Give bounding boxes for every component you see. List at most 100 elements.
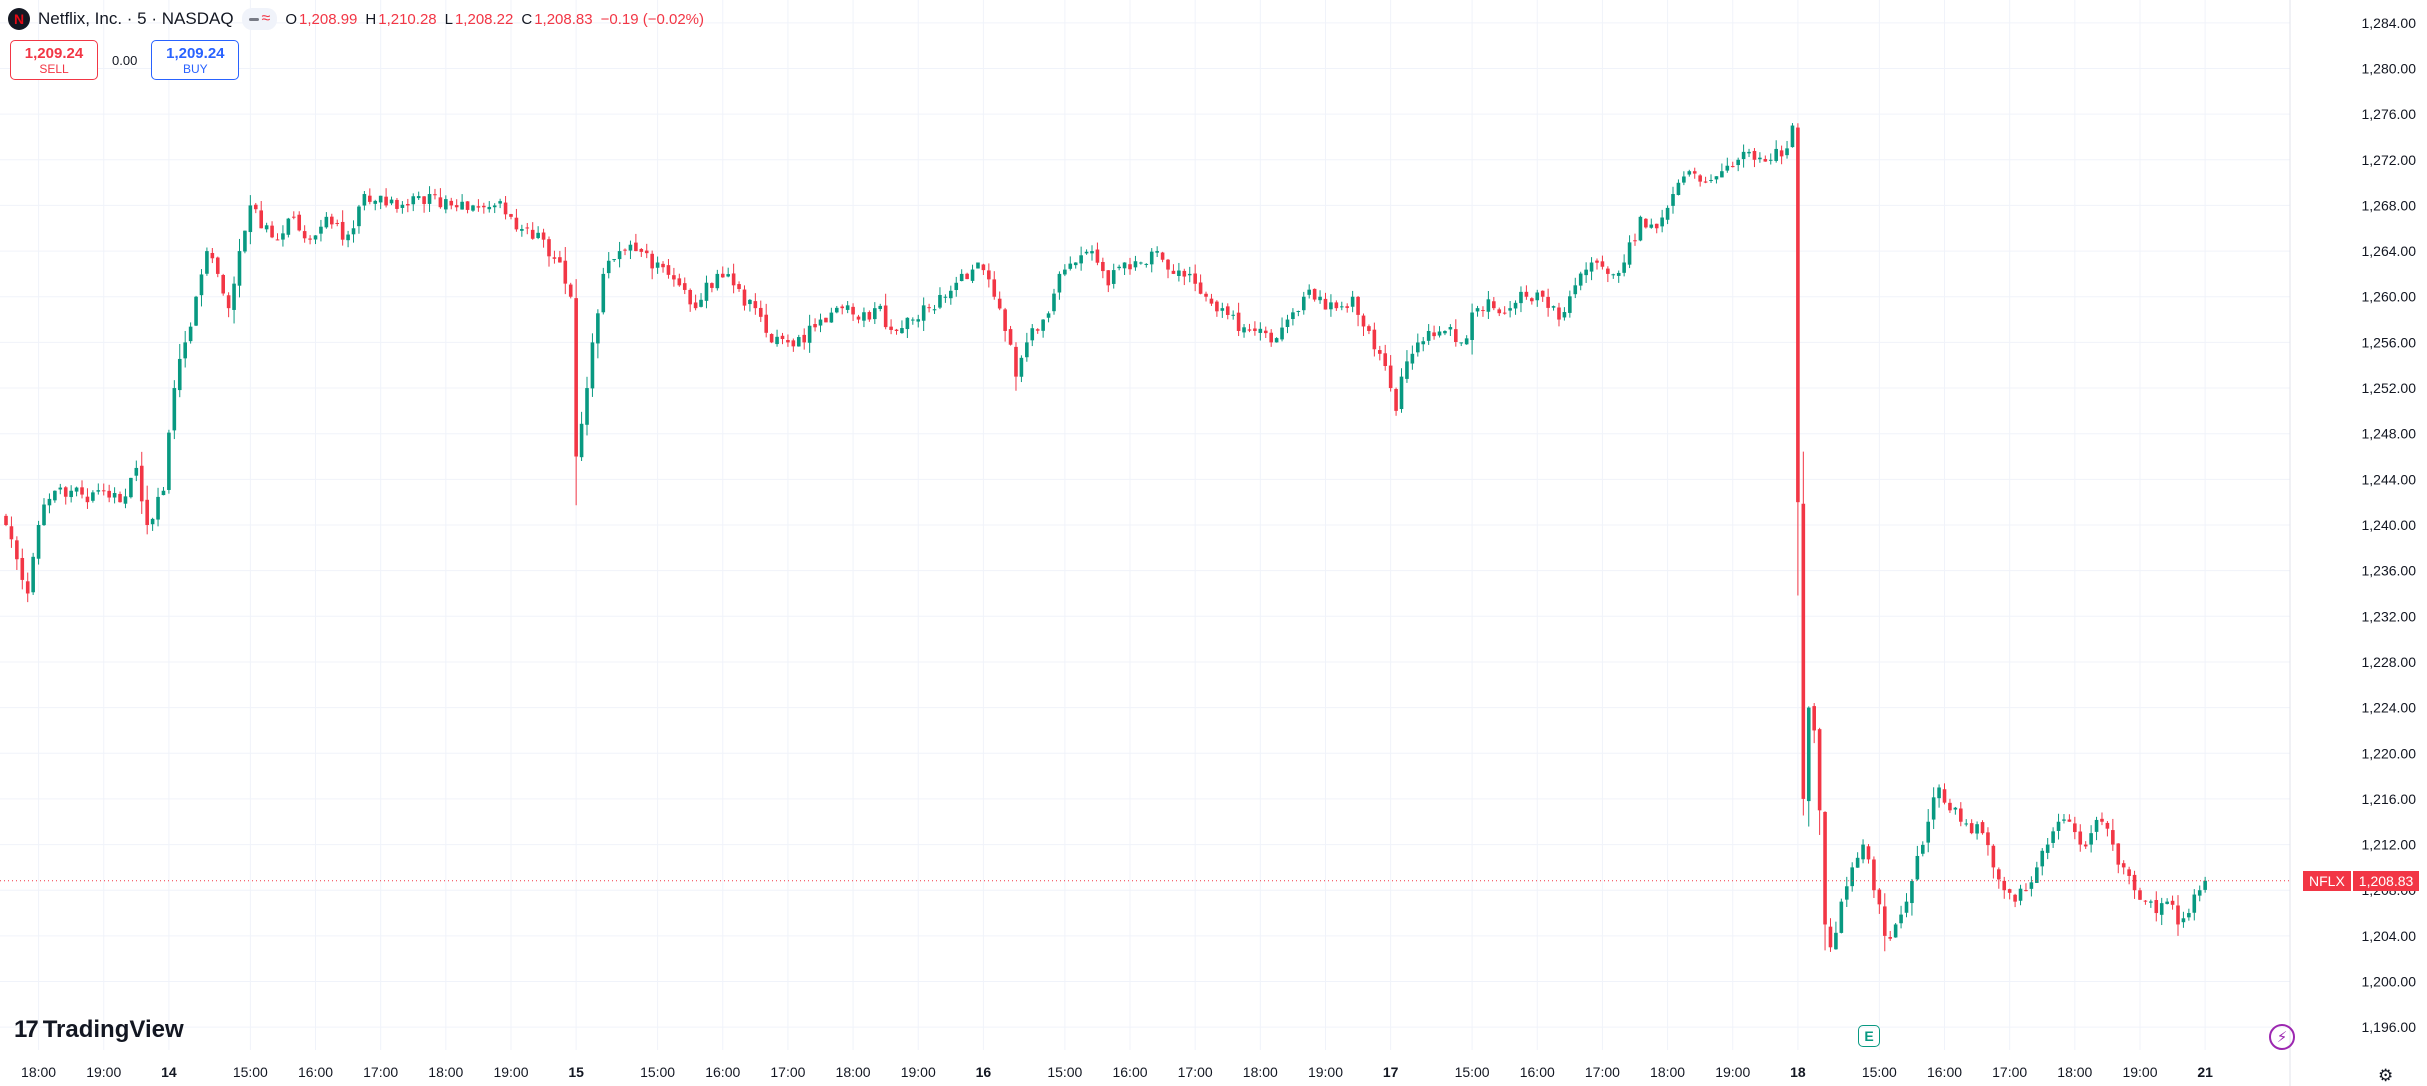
candle-body: [1627, 242, 1632, 265]
candle-body: [1454, 329, 1458, 342]
candle-body: [753, 301, 758, 309]
candle-body: [1437, 331, 1442, 336]
candle-body: [406, 204, 410, 206]
candle-body: [313, 235, 318, 240]
candle-body: [563, 260, 568, 284]
candle-body: [1014, 346, 1018, 377]
candle-body: [813, 324, 817, 328]
candle-body: [286, 218, 291, 235]
candle-body: [1367, 326, 1371, 331]
candle-body: [1980, 822, 1985, 834]
candle-body: [15, 540, 19, 560]
candle-body: [623, 249, 627, 251]
candle-body: [1834, 932, 1838, 950]
candle-body: [1530, 298, 1534, 302]
candle-body: [2007, 889, 2012, 893]
x-tick-label: 17:00: [1585, 1064, 1620, 1080]
candle-body: [1274, 338, 1279, 343]
candle-body: [791, 340, 796, 347]
x-tick-label: 18:00: [2057, 1064, 2092, 1080]
candle-body: [2089, 833, 2093, 845]
candle-body: [1790, 125, 1795, 148]
candle-body: [2197, 890, 2202, 896]
candle-body: [139, 465, 144, 502]
candle-body: [2056, 821, 2061, 831]
candle-body: [357, 206, 361, 227]
candle-body: [655, 262, 660, 268]
candle-body: [2192, 894, 2197, 913]
bolt-icon[interactable]: ⚡: [2269, 1024, 2295, 1050]
candle-body: [1291, 312, 1295, 320]
candle-body: [1796, 127, 1800, 503]
candle-body: [101, 490, 106, 492]
candle-body: [873, 308, 877, 320]
candle-body: [449, 200, 454, 206]
candle-body: [1177, 270, 1181, 276]
candle-body: [710, 283, 714, 288]
candle-body: [1269, 332, 1273, 343]
candle-body: [1698, 175, 1702, 182]
candle-body: [824, 317, 828, 323]
x-tick-label: 17:00: [1992, 1064, 2027, 1080]
candle-body: [2083, 844, 2088, 847]
x-tick-label: 16:00: [1927, 1064, 1962, 1080]
x-tick-label: 15:00: [1862, 1064, 1897, 1080]
candle-body: [1209, 298, 1214, 304]
candle-body: [264, 225, 269, 230]
candle-body: [1513, 302, 1518, 309]
candle-body: [1893, 924, 1898, 938]
candle-body: [796, 337, 801, 347]
candle-body: [2181, 918, 2186, 923]
settings-gear-icon[interactable]: ⚙: [2378, 1066, 2394, 1085]
candle-body: [720, 273, 725, 278]
candle-body: [601, 273, 606, 313]
sell-button[interactable]: 1,209.24 SELL: [10, 40, 98, 80]
candle-body: [1817, 729, 1822, 811]
candle-body: [253, 204, 258, 210]
candle-body: [96, 490, 101, 492]
tradingview-logo[interactable]: 17 TradingView: [14, 1016, 184, 1044]
price-tag-value: 1,208.83: [2352, 870, 2420, 891]
candle-body: [411, 196, 416, 205]
candle-body: [1785, 148, 1789, 156]
candle-body: [715, 273, 720, 289]
candle-body: [248, 205, 253, 233]
earnings-marker-icon[interactable]: E: [1858, 1025, 1880, 1047]
candle-body: [302, 231, 307, 239]
candle-body: [1464, 338, 1469, 345]
candle-body: [1242, 327, 1246, 333]
candle-body: [1133, 261, 1138, 268]
candle-body: [1654, 223, 1659, 229]
candle-body: [612, 259, 616, 261]
sell-label: SELL: [39, 61, 69, 76]
candle-body: [1692, 171, 1697, 174]
candle-body: [145, 499, 149, 525]
x-tick-label: 17: [1383, 1064, 1399, 1080]
candle-body: [851, 306, 855, 315]
candle-body: [1030, 328, 1035, 341]
x-tick-label: 16:00: [705, 1064, 740, 1080]
candle-body: [943, 296, 948, 298]
candle-body: [183, 342, 187, 359]
candle-body: [1899, 914, 1903, 924]
candle-body: [1948, 802, 1952, 811]
candle-body: [1475, 308, 1480, 312]
y-tick-label: 1,276.00: [2362, 106, 2417, 122]
candle-body: [1915, 855, 1920, 880]
buy-button[interactable]: 1,209.24 BUY: [151, 40, 240, 80]
candle-body: [1931, 797, 1936, 820]
candle-body: [1568, 296, 1572, 313]
candle-body: [1644, 218, 1648, 228]
candle-body: [1122, 262, 1127, 269]
candle-body: [1736, 159, 1740, 166]
candle-body: [1253, 328, 1257, 331]
symbol-title[interactable]: Netflix, Inc. · 5 · NASDAQ: [38, 9, 234, 28]
candle-body: [378, 195, 383, 203]
candle-body: [1247, 329, 1252, 331]
candle-body: [330, 216, 334, 225]
candle-body: [129, 477, 133, 498]
candle-body: [42, 504, 46, 526]
candle-body: [1301, 296, 1306, 311]
legend-toggle-pill[interactable]: ≈: [241, 8, 278, 30]
